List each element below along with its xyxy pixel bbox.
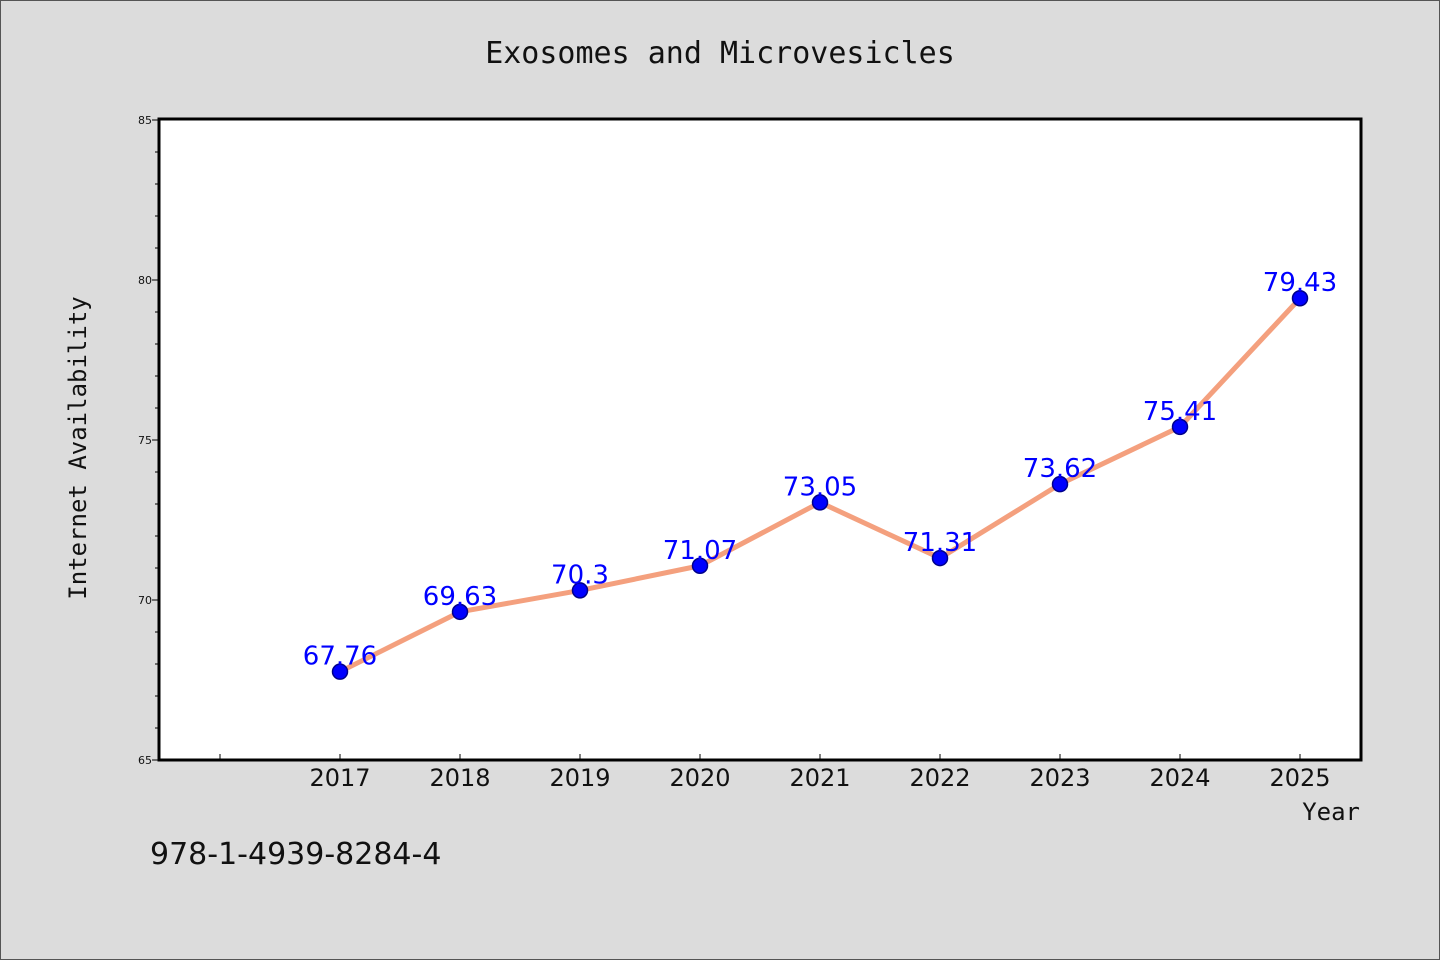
data-point (811, 494, 829, 511)
data-point (451, 603, 469, 621)
data-point (931, 549, 949, 567)
data-label: 71.31 (903, 528, 977, 558)
y-axis: 65 70 75 80 85 (138, 114, 160, 767)
data-point (1171, 418, 1189, 436)
y-tick-label: 85 (138, 114, 152, 127)
x-tick-label: 2018 (429, 764, 490, 792)
x-tick-label: 2024 (1149, 764, 1210, 792)
y-tick-label: 80 (138, 274, 152, 287)
data-label: 71.07 (663, 536, 737, 566)
series-markers (331, 289, 1309, 680)
footer-isbn: 978-1-4939-8284-4 (150, 837, 441, 872)
x-axis: 2017 2018 2019 2020 2021 2022 2023 2024 2025 (219, 754, 1331, 792)
data-point (1291, 289, 1309, 307)
x-axis-label: Year (1302, 798, 1360, 826)
x-tick-label: 2022 (909, 764, 970, 792)
data-point (571, 582, 589, 599)
y-tick-label: 75 (138, 434, 152, 447)
data-point (1051, 475, 1069, 493)
data-point (691, 557, 709, 575)
data-label: 67.76 (303, 642, 377, 672)
data-label: 75.41 (1143, 397, 1217, 427)
data-label: 73.62 (1023, 454, 1097, 484)
data-label: 79.43 (1263, 268, 1337, 298)
y-axis-label: Internet Availability (64, 296, 92, 599)
data-label: 69.63 (423, 582, 497, 612)
y-tick-label: 65 (138, 754, 152, 767)
x-tick-label: 2020 (669, 764, 730, 792)
chart-title: Exosomes and Microvesicles (485, 36, 955, 71)
data-labels: 67.76 69.63 70.3 71.07 73.05 71.31 73.62 75.41 7… (303, 268, 1337, 671)
x-tick-label: 2023 (1029, 764, 1090, 792)
data-label: 73.05 (783, 472, 857, 502)
y-tick-label: 70 (138, 594, 152, 607)
data-point (331, 663, 349, 680)
x-tick-label: 2021 (789, 764, 850, 792)
x-tick-label: 2025 (1269, 764, 1330, 792)
plot-area (157, 117, 1363, 762)
data-label: 70.3 (551, 560, 609, 590)
x-tick-label: 2017 (309, 764, 370, 792)
x-tick-label: 2019 (549, 764, 610, 792)
